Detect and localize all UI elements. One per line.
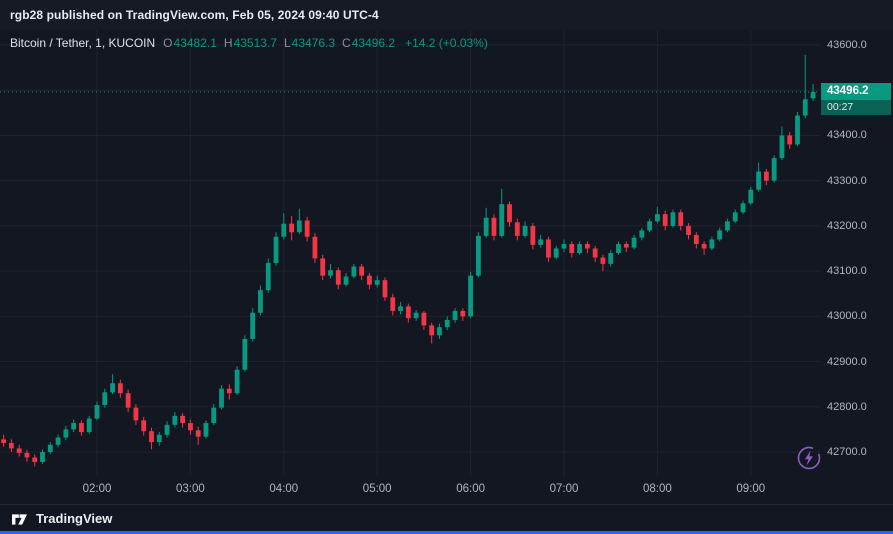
price-change: +14.2 (+0.03%) — [405, 36, 488, 50]
price-axis-label: 42900.0 — [827, 355, 867, 368]
ohlc-value: 43476.3 — [291, 36, 336, 50]
ohlc-value: 43482.1 — [173, 36, 217, 50]
ohlc-item: L43476.3 — [284, 36, 335, 50]
ohlc-label: L — [283, 36, 291, 50]
ohlc-item: C43496.2 — [342, 36, 395, 50]
time-axis-label: 04:00 — [269, 483, 299, 495]
last-price-badge: 43496.2 00:27 — [821, 82, 891, 115]
price-axis-label: 43300.0 — [827, 174, 867, 187]
price-axis-label: 43100.0 — [827, 265, 867, 278]
ohlc-label: O — [163, 36, 173, 50]
ohlc-value: 43496.2 — [351, 36, 396, 50]
time-axis-label: 06:00 — [456, 483, 485, 495]
price-axis-label: 43400.0 — [827, 129, 867, 142]
lightning-watermark-icon[interactable] — [795, 444, 823, 472]
time-axis-label: 02:00 — [82, 483, 112, 495]
time-axis[interactable]: 02:00 03:00 04:00 05:00 06:00 07:00 08:00 09:00 — [0, 476, 893, 504]
snapshot-header: rgb28 published on TradingView.com, Feb … — [0, 0, 893, 30]
time-axis-label: 07:00 — [549, 483, 579, 495]
bar-countdown: 00:27 — [821, 99, 891, 115]
ohlc-label: C — [342, 36, 351, 50]
snapshot-attribution: rgb28 published on TradingView.com, Feb … — [10, 8, 379, 22]
time-axis-label: 05:00 — [362, 483, 392, 495]
price-axis-label: 42700.0 — [827, 446, 867, 458]
time-axis-label: 08:00 — [643, 483, 672, 495]
ohlc-values: O43482.1 H43513.7 L43476.3 C43496.2 — [163, 36, 395, 50]
tradingview-logo-icon[interactable] — [10, 509, 29, 528]
price-axis-label: 43200.0 — [827, 219, 867, 232]
time-axis-label: 09:00 — [736, 483, 766, 495]
ohlc-value: 43513.7 — [233, 36, 277, 50]
price-axis[interactable]: 43600.0 43400.0 43300.0 43200.0 43100.0 43000… — [821, 30, 893, 476]
footer: TradingView — [0, 504, 893, 531]
bottom-accent-bar — [0, 531, 893, 534]
ohlc-item: O43482.1 — [163, 36, 217, 50]
chart-legend: Bitcoin / Tether, 1, KUCOIN O43482.1 H435… — [10, 36, 488, 50]
tradingview-wordmark[interactable]: TradingView — [36, 510, 113, 526]
time-axis-label: 03:00 — [176, 483, 205, 495]
price-axis-label: 42800.0 — [827, 400, 867, 413]
last-price-value: 43496.2 — [821, 82, 891, 100]
chart-area: Bitcoin / Tether, 1, KUCOIN O43482.1 H435… — [0, 30, 893, 504]
price-axis-label: 43000.0 — [827, 310, 867, 323]
ohlc-item: H43513.7 — [224, 36, 277, 50]
price-axis-label: 43600.0 — [827, 39, 867, 51]
candlestick-chart[interactable] — [0, 30, 893, 476]
symbol-title[interactable]: Bitcoin / Tether, 1, KUCOIN — [10, 36, 156, 50]
ohlc-label: H — [223, 36, 233, 50]
